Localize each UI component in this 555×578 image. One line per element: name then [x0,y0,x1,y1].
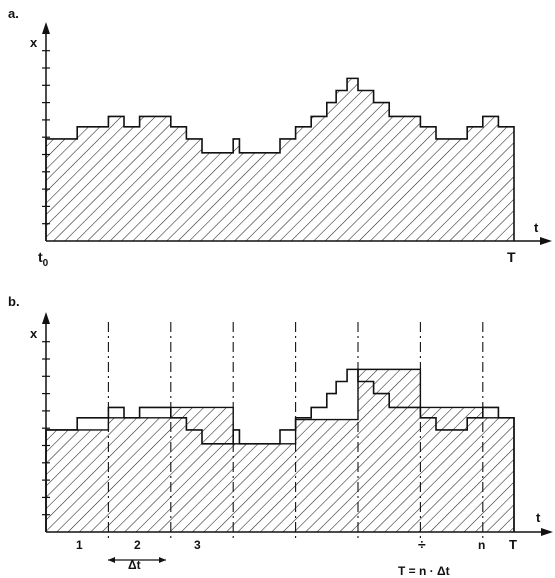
delta-t-label: Δt [128,558,141,572]
panel-b-interval-dividers [107,322,484,542]
formula-label: T = n · Δt [398,564,450,578]
panel-b-y-ticks [42,341,50,516]
panel-a-x-axis-label: t [534,220,539,235]
interval-label-ellipsis: ÷ [418,536,426,552]
panel-b-y-arrow [42,312,50,324]
interval-label-1: 1 [76,538,83,552]
panel-a-x-arrow [540,237,552,245]
panel-a-y-arrow [42,22,50,34]
panel-a-origin-label: t0 [38,249,49,269]
panel-b-step-curve [45,368,515,532]
panel-b-x-axis-label: t [536,510,541,525]
delta-t-left-arrow [108,557,115,563]
panel-b-x-arrow [541,528,553,536]
panel-a-hatched-area [46,78,514,241]
interval-label-3: 3 [194,538,201,552]
panel-b: b. x t 1 2 3 ÷ n T Δt T = n · Δt [8,294,553,578]
delta-t-right-arrow [159,557,166,563]
panel-a: a. x t t0 T [8,6,552,269]
panel-b-y-axis-label: x [30,326,38,341]
panel-a-step-curve [45,77,515,241]
panel-a-label: a. [8,6,19,21]
panel-a-y-axis-label: x [30,35,38,50]
panel-b-label: b. [8,294,20,309]
interval-label-2: 2 [134,538,141,552]
interval-label-n: n [478,538,485,552]
panel-b-end-label: T [509,537,517,552]
panel-b-interval-mean-area [46,369,514,532]
panel-a-y-ticks [42,50,50,225]
panel-a-end-label: T [507,249,516,265]
